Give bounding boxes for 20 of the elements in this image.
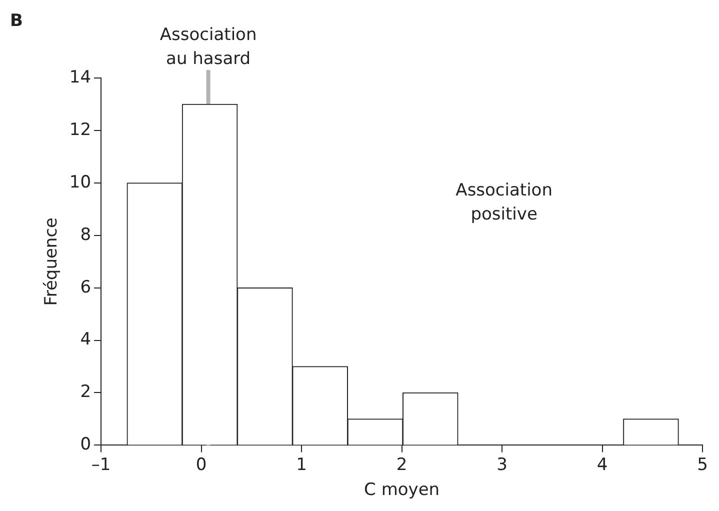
chart-title: B (10, 11, 23, 31)
x-tick-label: 0 (196, 454, 207, 475)
x-tick-label: 2 (396, 454, 408, 475)
y-tick-label: 0 (80, 434, 92, 455)
y-tick-label: 6 (80, 277, 92, 298)
x-tick-label: 5 (697, 454, 708, 475)
x-tick-label: 3 (496, 454, 508, 475)
x-tick-label: 4 (596, 454, 608, 475)
x-tick-label: 1 (296, 454, 307, 475)
y-tick-label: 8 (80, 224, 92, 245)
ref-line-label: Association au hasard (160, 25, 257, 69)
x-axis-title: C moyen (364, 480, 440, 500)
y-tick-label: 10 (69, 172, 92, 192)
y-tick-label: 12 (69, 120, 92, 140)
x-tick-label: –1 (91, 454, 111, 475)
y-tick-label: 4 (80, 330, 92, 350)
annotation: Association positive (456, 180, 552, 225)
y-tick-label: 14 (69, 67, 92, 88)
y-tick-label: 2 (80, 382, 92, 402)
y-axis-title: Fréquence (42, 217, 62, 306)
